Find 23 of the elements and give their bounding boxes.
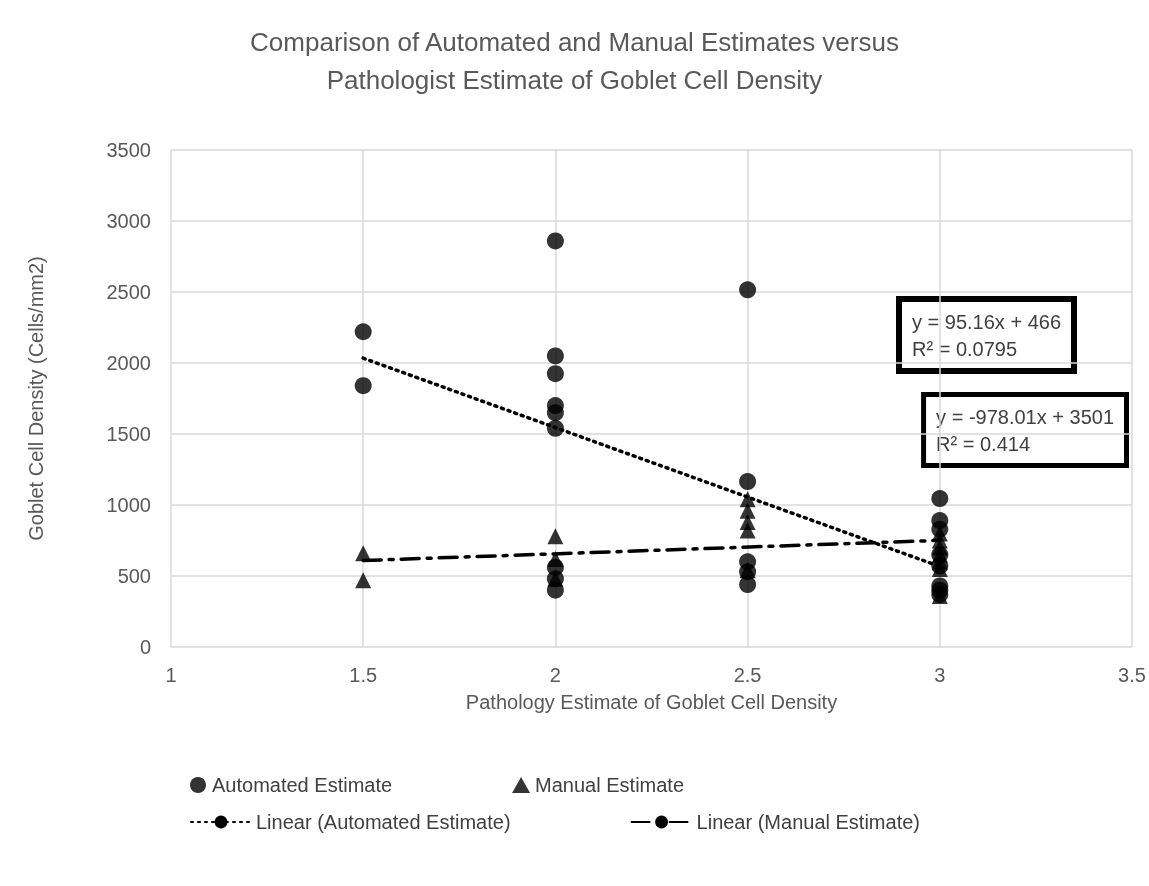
y-tick-label: 500 [117, 565, 151, 587]
x-tick-label: 3 [934, 664, 946, 686]
x-tick-label: 1 [165, 664, 177, 686]
legend-label: Linear (Manual Estimate) [696, 811, 920, 833]
y-tick-label: 0 [139, 636, 151, 658]
legend-label: Manual Estimate [535, 774, 685, 796]
x-tick-label: 2 [549, 664, 561, 686]
x-axis-title: Pathology Estimate of Goblet Cell Density [465, 691, 838, 713]
annotation: y = 95.16x + 466 R² = 0.0795 [912, 310, 1062, 360]
y-tick-label: 1000 [106, 494, 151, 516]
chart-title: Comparison of Automated and Manual Estimates versus Pathologist Estimate of Goblet Cell Density [250, 27, 899, 95]
y-tick-label: 2500 [106, 281, 151, 303]
y-tick-label: 3500 [106, 139, 151, 161]
legend-label: Linear (Automated Estimate) [256, 811, 511, 833]
y-tick-label: 3000 [106, 210, 151, 232]
x-tick-label: 3.5 [1118, 664, 1146, 686]
y-tick-label: 2000 [106, 352, 151, 374]
annotation: y = -978.01x + 3501 R² = 0.414 [936, 405, 1115, 455]
legend-label: Automated Estimate [212, 774, 393, 796]
y-axis-title: Goblet Cell Density (Cells/mm2) [25, 256, 47, 541]
y-tick-label: 1500 [106, 423, 151, 445]
x-tick-label: 1.5 [349, 664, 378, 686]
x-tick-label: 2.5 [733, 664, 762, 686]
